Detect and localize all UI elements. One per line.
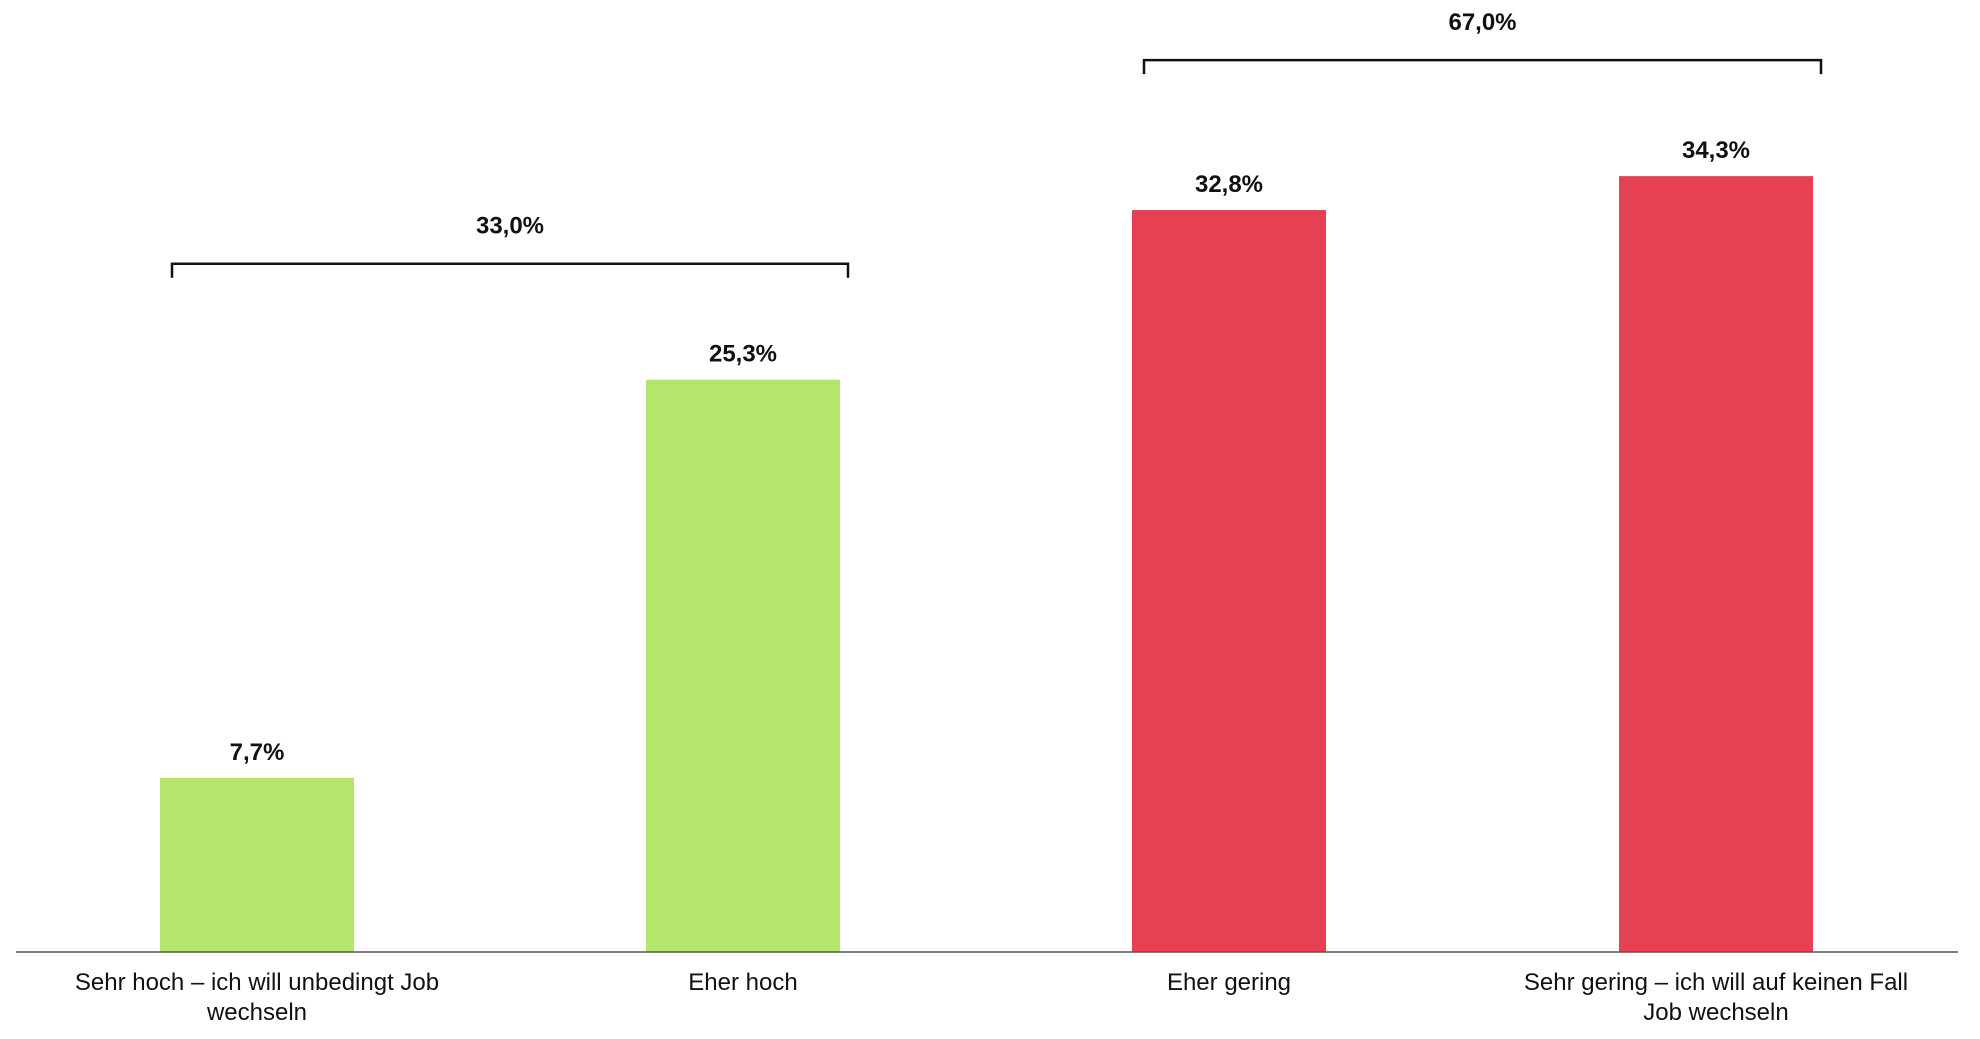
category-label-line: Job wechseln: [1643, 999, 1788, 1026]
data-label-3: 32,8%: [1195, 171, 1263, 198]
bar-4: [1619, 176, 1813, 952]
group-total-label-1: 33,0%: [476, 213, 544, 240]
bars-layer: [160, 176, 1813, 953]
category-label-2: Eher hoch: [688, 969, 797, 996]
category-label-4: Sehr gering – ich will auf keinen Fall Jo…: [1524, 969, 1908, 1026]
bar-1: [160, 777, 354, 952]
category-label-line: Sehr hoch – ich will unbedingt Job: [75, 969, 439, 996]
group-total-label-2: 67,0%: [1448, 9, 1516, 36]
bar-2: [646, 379, 840, 952]
brackets-layer: [170, 58, 1823, 278]
data-label-2: 25,3%: [709, 341, 777, 368]
group-bracket-2: [1142, 58, 1823, 75]
data-label-1: 7,7%: [230, 739, 285, 766]
category-label-1: Sehr hoch – ich will unbedingt Job wechse…: [75, 969, 439, 1026]
category-label-3: Eher gering: [1167, 969, 1291, 996]
category-label-line: wechseln: [206, 999, 307, 1026]
category-label-line: Eher hoch: [688, 969, 797, 996]
group-bracket-1: [170, 262, 850, 278]
bar-3: [1132, 210, 1326, 953]
labels-layer: 7,7% Sehr hoch – ich will unbedingt Job we…: [75, 9, 1908, 1026]
data-label-4: 34,3%: [1682, 137, 1750, 164]
category-label-line: Eher gering: [1167, 969, 1291, 996]
category-label-line: Sehr gering – ich will auf keinen Fall: [1524, 969, 1908, 996]
